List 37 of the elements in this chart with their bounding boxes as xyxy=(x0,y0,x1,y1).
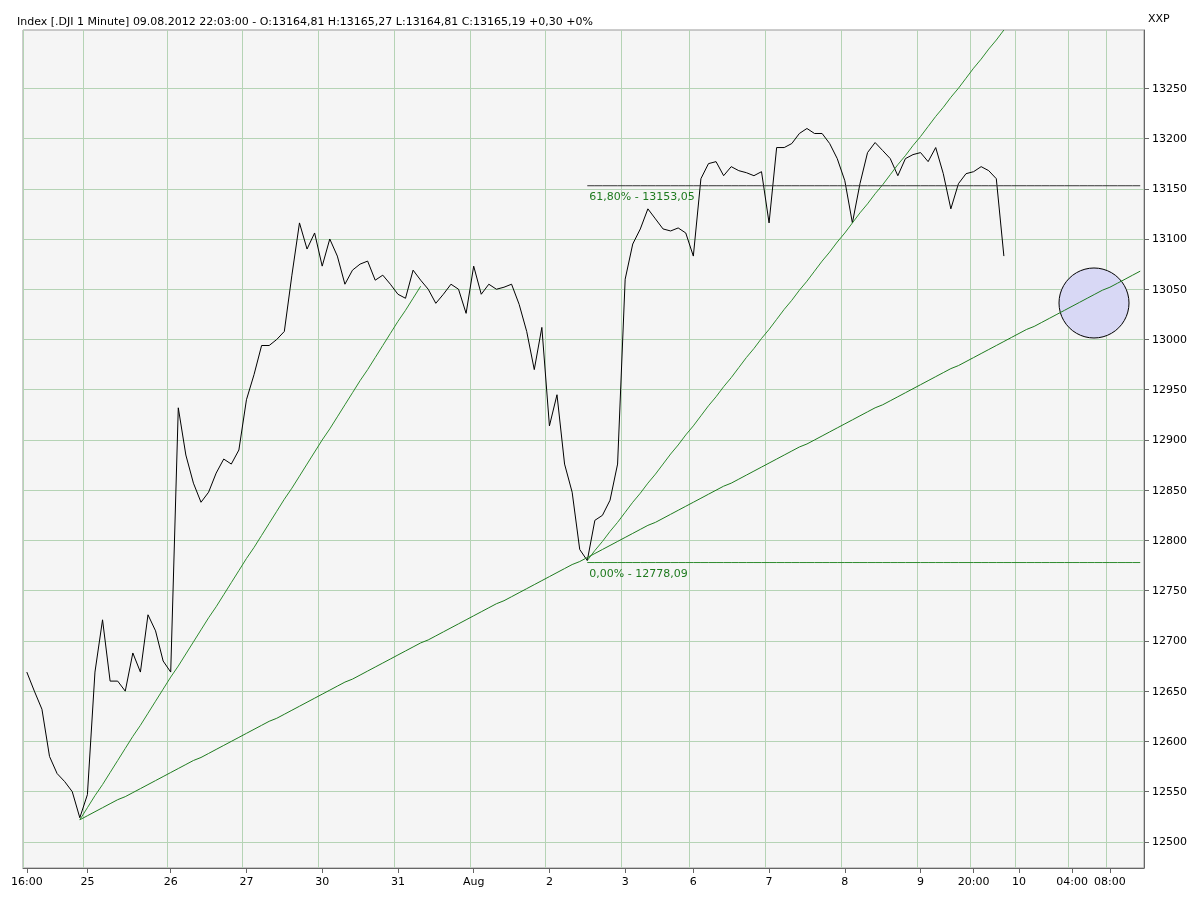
x-tick-label: 16:00 xyxy=(10,875,43,888)
series-label: 0,00% - 12778,09 xyxy=(589,566,688,580)
x-tick-label: 27 xyxy=(239,875,254,888)
chart-title: Index [.DJI 1 Minute] 09.08.2012 22:03:00 - O:13164,81 H:13165,27 L:13164,81 C:13165,19 +0,30 +0% xyxy=(17,15,593,28)
y-tick-label: 13100 xyxy=(1152,232,1187,246)
y-tick-label: 12850 xyxy=(1152,483,1187,497)
series-label: 61,80% - 13153,05 xyxy=(589,189,695,203)
x-tick-label: 25 xyxy=(80,875,95,888)
x-tick-label: 26 xyxy=(163,875,178,888)
y-tick-label: 12900 xyxy=(1152,433,1187,447)
x-tick-label: Aug xyxy=(462,875,485,888)
x-tick-label: 3 xyxy=(621,875,629,888)
y-tick-label: 13250 xyxy=(1152,81,1187,95)
x-tick-label: 31 xyxy=(390,875,405,888)
y-tick-label: 12800 xyxy=(1152,533,1187,547)
y-axis-title: XXP xyxy=(1148,12,1171,25)
y-tick-label: 12500 xyxy=(1152,835,1187,849)
y-tick-label: 12550 xyxy=(1152,785,1187,799)
y-tick-label: 12750 xyxy=(1152,584,1187,598)
x-tick-label: 6 xyxy=(689,875,697,888)
x-tick-label: 10 xyxy=(1012,875,1027,888)
x-tick-label: 04:00 xyxy=(1056,875,1088,888)
y-tick-label: 12950 xyxy=(1152,383,1187,397)
x-tick-label: 30 xyxy=(315,875,330,888)
x-tick-label: 08:00 xyxy=(1094,875,1126,888)
x-tick-label: 9 xyxy=(917,875,925,888)
x-tick-label: 7 xyxy=(765,875,773,888)
x-tick-label: 8 xyxy=(841,875,849,888)
x-tick-label: 2 xyxy=(545,875,553,888)
x-tick-label: 20:00 xyxy=(957,875,990,888)
y-tick-label: 13050 xyxy=(1152,282,1187,296)
y-tick-label: 12700 xyxy=(1152,634,1187,648)
y-tick-label: 13200 xyxy=(1152,132,1187,146)
y-tick-label: 13150 xyxy=(1152,182,1187,196)
y-tick-label: 13000 xyxy=(1152,332,1187,346)
y-tick-label: 12650 xyxy=(1152,684,1187,698)
y-tick-label: 12600 xyxy=(1152,734,1187,748)
